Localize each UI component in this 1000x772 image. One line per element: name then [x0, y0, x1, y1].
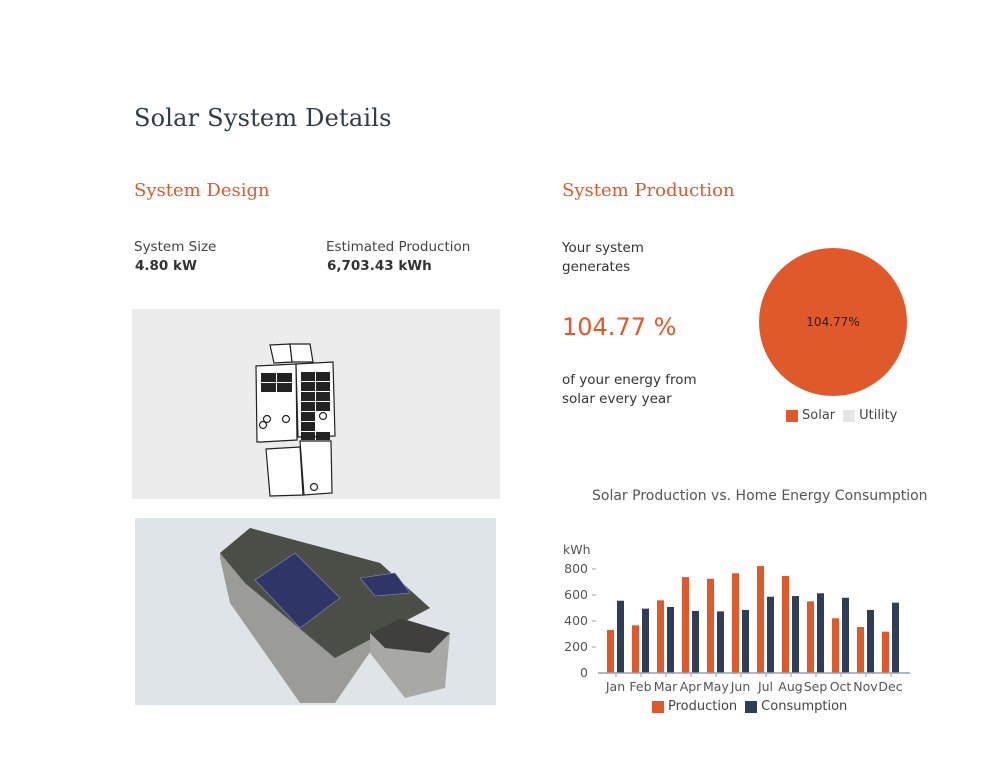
- bar-consumption-feb: [642, 608, 649, 673]
- consumption-swatch-icon: [745, 700, 758, 713]
- bar-production-nov: [857, 626, 864, 673]
- xlabel: Dec: [878, 679, 903, 694]
- bar-consumption-jul: [767, 596, 774, 673]
- bar-production-jun: [732, 573, 739, 673]
- bar-production-may: [707, 578, 714, 673]
- bar-legend: Production Consumption: [652, 699, 847, 714]
- page-title: Solar System Details: [134, 104, 392, 132]
- legend-consumption: Consumption: [761, 699, 848, 714]
- xlabel: Jan: [605, 679, 626, 694]
- xlabel: Aug: [778, 679, 803, 694]
- pie-legend: Solar Utility: [786, 408, 897, 423]
- bar-production-jan: [607, 629, 614, 673]
- roof-layout-diagram: [132, 309, 500, 499]
- bar-consumption-nov: [867, 609, 874, 673]
- solar-pie-chart: 104.77%: [759, 248, 907, 396]
- generates-intro-text: Your system generates: [562, 239, 644, 277]
- bar-consumption-dec: [892, 602, 899, 673]
- intro-line-1: Your system: [562, 240, 644, 256]
- legend-utility: Utility: [859, 408, 898, 423]
- bar-production-feb: [632, 625, 639, 673]
- y-axis-label: kWh: [563, 542, 591, 557]
- system-size-label: System Size: [134, 239, 217, 255]
- bar-consumption-may: [717, 611, 724, 673]
- bar-production-jul: [757, 566, 764, 673]
- bar-consumption-jun: [742, 609, 749, 673]
- bar-chart-title: Solar Production vs. Home Energy Consump…: [592, 488, 928, 504]
- outro-line-2: solar every year: [562, 391, 672, 407]
- bar-production-sep: [807, 601, 814, 673]
- intro-line-2: generates: [562, 259, 631, 275]
- bar-consumption-sep: [817, 593, 824, 673]
- xlabel: Jun: [730, 679, 751, 694]
- xlabel: Nov: [853, 679, 878, 694]
- xlabel: Feb: [629, 679, 652, 694]
- bar-consumption-aug: [792, 596, 799, 673]
- legend-solar: Solar: [802, 408, 836, 423]
- xlabel: Jul: [757, 679, 774, 694]
- xlabel: Sep: [803, 679, 828, 694]
- bar-consumption-apr: [692, 610, 699, 673]
- xlabel: Oct: [829, 679, 852, 694]
- ytick-0: 0: [580, 665, 588, 680]
- bar-chart-plot: [592, 566, 910, 677]
- estimated-production-value: 6,703.43 kWh: [327, 258, 432, 274]
- ytick-600: 600: [564, 587, 588, 602]
- roof-layout-icon: [255, 343, 336, 497]
- system-size-value: 4.80 kW: [135, 258, 197, 274]
- production-swatch-icon: [652, 700, 664, 713]
- xlabel: Apr: [679, 679, 702, 694]
- legend-production: Production: [668, 699, 738, 714]
- system-production-title: System Production: [562, 180, 735, 201]
- bar-production-apr: [682, 577, 689, 673]
- ytick-800: 800: [564, 561, 588, 576]
- bar-production-mar: [657, 600, 664, 673]
- bar-consumption-mar: [667, 606, 674, 673]
- utility-swatch-icon: [843, 409, 856, 422]
- pie-data-label: 104.77%: [806, 315, 860, 329]
- ytick-200: 200: [564, 639, 588, 654]
- system-design-title: System Design: [134, 180, 270, 201]
- bar-production-dec: [882, 631, 889, 673]
- house-render-icon: [220, 528, 450, 703]
- estimated-production-label: Estimated Production: [326, 239, 471, 255]
- bar-production-oct: [832, 618, 839, 673]
- ytick-400: 400: [564, 613, 588, 628]
- xlabel: May: [703, 679, 729, 694]
- bar-consumption-oct: [842, 597, 849, 673]
- xlabel: Mar: [653, 679, 678, 694]
- bar-production-aug: [782, 576, 789, 673]
- bar-consumption-jan: [617, 600, 624, 673]
- house-3d-render: [135, 518, 496, 705]
- x-axis-labels: Jan Feb Mar Apr May Jun Jul Aug Sep Oct …: [603, 679, 913, 695]
- solar-swatch-icon: [786, 409, 798, 422]
- solar-offset-percent: 104.77 %: [562, 313, 677, 341]
- offset-description-text: of your energy from solar every year: [562, 371, 697, 409]
- outro-line-1: of your energy from: [562, 372, 697, 388]
